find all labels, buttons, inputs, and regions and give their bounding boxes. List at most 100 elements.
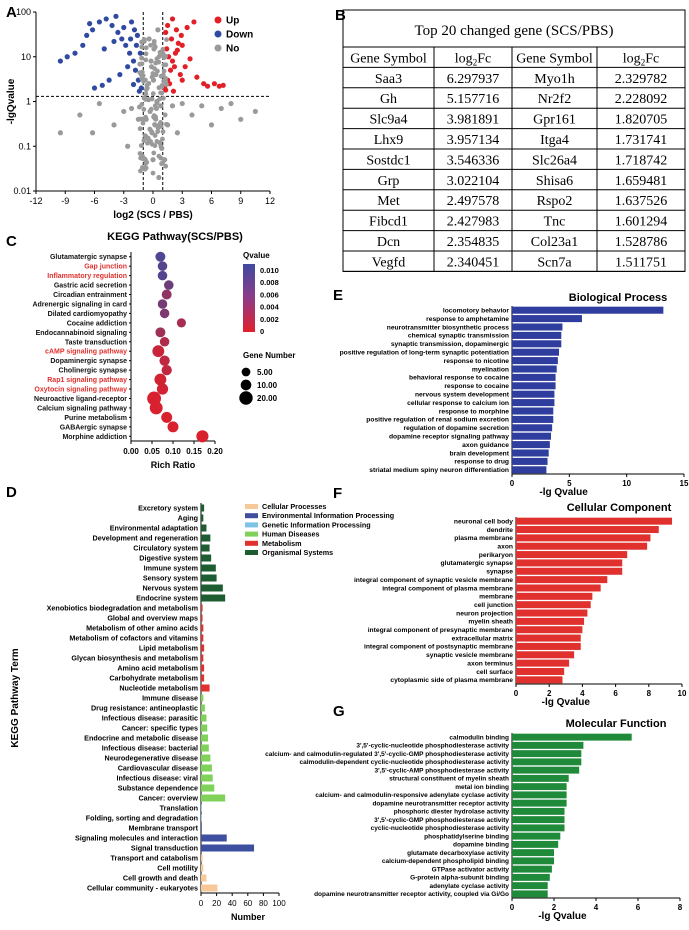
y-tick-label: metal ion binding xyxy=(455,784,509,791)
data-point-down xyxy=(106,77,112,83)
bar xyxy=(512,340,562,348)
y-tick-label: Endocannabinoid signaling xyxy=(36,330,127,337)
x-tick-label: 6 xyxy=(613,689,618,698)
data-point-no xyxy=(208,122,215,128)
data-point-no xyxy=(162,112,168,118)
x-tick-label: 12 xyxy=(265,196,275,206)
table-cell: Met xyxy=(377,194,400,209)
table-cell: Dcn xyxy=(377,235,400,250)
y-tick-label: Folding, sorting and degradation xyxy=(86,814,198,823)
table-cell: 1.511751 xyxy=(615,255,667,270)
legend-swatch xyxy=(245,504,258,509)
bubble xyxy=(164,280,174,290)
bar xyxy=(201,744,209,752)
y-tick-label: Excretory system xyxy=(138,504,198,513)
legend-label: Genetic Information Processing xyxy=(262,520,371,529)
x-tick-label: -6 xyxy=(90,196,98,206)
data-point-no xyxy=(154,100,160,106)
bar xyxy=(516,634,581,642)
bar xyxy=(201,734,209,742)
qvalue-tick-label: 0.010 xyxy=(260,266,279,275)
data-point-no xyxy=(163,121,169,127)
bar xyxy=(516,526,659,534)
data-point-no xyxy=(144,82,150,88)
data-point-no xyxy=(169,103,176,109)
bar xyxy=(512,774,569,782)
data-point-no xyxy=(160,160,166,166)
y-tick-label: integral component of postsynaptic membr… xyxy=(364,644,513,651)
y-tick-label: GABAergic synapse xyxy=(60,424,127,431)
y-axis-title: -lgQvalue xyxy=(6,78,17,124)
table-cell: 3.546336 xyxy=(447,153,500,168)
data-point-up xyxy=(205,83,211,89)
data-point-no xyxy=(139,55,144,61)
data-point-no xyxy=(159,84,165,90)
y-tick-label: GTPase activator activity xyxy=(432,866,510,873)
data-point-no xyxy=(139,44,145,50)
data-point-no xyxy=(125,143,131,149)
data-point-no xyxy=(150,170,156,176)
data-point-no xyxy=(174,130,180,136)
x-tick-label: 10 xyxy=(678,689,687,698)
data-point-no xyxy=(151,41,157,47)
panel-letter-a: A xyxy=(6,4,17,21)
data-point-up xyxy=(194,74,200,80)
table-cell: Nr2f2 xyxy=(538,92,571,107)
data-point-no xyxy=(89,130,96,136)
y-tick-label: 3',5'-cyclic-GMP phosphodiesterase activ… xyxy=(374,817,509,824)
data-point-no xyxy=(152,66,157,72)
x-tick-label: 20 xyxy=(212,899,221,908)
bubble xyxy=(176,318,186,328)
data-point-down xyxy=(125,64,131,70)
y-tick-label: Adrenergic signaling in card xyxy=(32,301,127,308)
x-tick-label: 0 xyxy=(150,196,155,206)
data-point-no xyxy=(199,103,205,109)
y-tick-label: 10 xyxy=(21,52,31,62)
table-cell: Grp xyxy=(378,174,400,189)
data-point-down xyxy=(117,71,123,78)
table-cell: Myo1h xyxy=(534,72,574,87)
bar xyxy=(512,882,548,890)
y-tick-label: neurotransmitter biosynthetic process xyxy=(387,324,510,331)
bar xyxy=(512,766,580,774)
data-point-up xyxy=(167,67,174,73)
data-point-down xyxy=(113,13,119,19)
table-cell: 2.329782 xyxy=(615,72,668,87)
data-point-no xyxy=(153,60,159,66)
x-axis-title: -lg Qvalue xyxy=(538,911,587,922)
y-tick-label: Circulatory system xyxy=(133,544,198,553)
bar xyxy=(201,694,204,702)
y-tick-label: structural constituent of myelin sheath xyxy=(389,776,509,783)
bar xyxy=(512,441,550,449)
bar xyxy=(201,604,203,612)
bar xyxy=(512,407,554,415)
y-tick-label: Nervous system xyxy=(142,584,198,593)
legend-swatch xyxy=(245,531,258,537)
bubble xyxy=(161,364,172,376)
y-tick-label: glutamatergic synapse xyxy=(441,560,514,567)
y-tick-label: Signal transduction xyxy=(131,844,198,853)
kegg-bubble-chart: KEGG Pathway(SCS/PBS) 0.00 0.05 0.10 0.15 0.2… xyxy=(32,231,295,470)
data-point-down xyxy=(128,19,135,25)
y-tick-label: dopamine binding xyxy=(453,842,509,849)
table-cell: Scn7a xyxy=(537,255,572,270)
x-tick-label: 2 xyxy=(547,689,552,698)
data-point-down xyxy=(96,19,102,25)
x-tick-label: 4 xyxy=(580,689,585,698)
data-point-no xyxy=(160,51,166,56)
y-tick-label: Environmental adaptation xyxy=(110,524,198,533)
y-tick-label: synaptic transmission, dopaminergic xyxy=(391,341,509,348)
data-point-no xyxy=(155,27,161,33)
x-axis-title: -lg Qvalue xyxy=(539,487,588,498)
data-point-no xyxy=(160,47,166,52)
table-header-log2fc: log2Fc xyxy=(455,51,491,67)
legend-label: Up xyxy=(226,16,239,27)
y-tick-label: Cellular community - eukaryotes xyxy=(87,884,198,893)
table-cell: 1.637526 xyxy=(615,194,668,209)
y-tick-label: Neurodegenerative disease xyxy=(105,754,198,763)
chart-title: Cellular Component xyxy=(567,502,672,514)
data-point-no xyxy=(138,155,144,161)
molecular-function-bar-chart: Molecular Function 0 2 4 6 8 -lg Qvalue calmodu… xyxy=(265,718,683,922)
y-tick-label: Cardiovascular disease xyxy=(118,764,198,773)
data-point-no xyxy=(143,114,148,120)
